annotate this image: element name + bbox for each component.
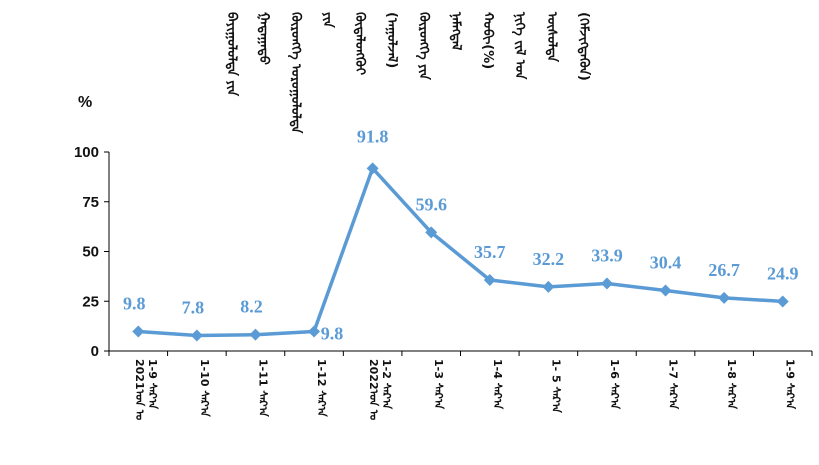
data-label: 59.6: [415, 194, 447, 214]
x-tick-label: 2021ᠣᠨ ᠤ: [133, 359, 146, 420]
data-label: 9.8: [321, 323, 344, 343]
data-label: 7.8: [182, 297, 205, 317]
y-tick-label: 75: [82, 194, 99, 211]
data-label: 33.9: [591, 246, 623, 266]
data-point-marker: [776, 295, 789, 308]
x-tick-label: 1-7 ᠰᠠᠷ᠎ᠠ: [667, 359, 680, 410]
chart-title-line: ᠬᠥᠷᠥᠩᠭᠡ ᠤᠷᠤᠭᠤᠯᠤᠯᠲᠠ: [288, 12, 304, 134]
chart-title-line: ᠭᠠᠳᠠᠭᠠᠳᠤ: [256, 12, 272, 65]
data-label: 91.8: [357, 126, 389, 146]
x-tick-label: 1-11 ᠰᠠᠷ᠎ᠠ: [256, 359, 269, 417]
x-tick-label: 1-9 ᠰᠠᠷ᠎ᠠ: [146, 359, 159, 410]
x-axis: 2021ᠣᠨ ᠤ 1-9 ᠰᠠᠷ᠎ᠠ 1-10 ᠰᠠᠷ᠎ᠠ 1-11 ᠰᠠᠷ᠎ᠠ 1-1…: [108, 350, 813, 420]
data-point-marker: [659, 284, 672, 297]
x-tick-label: 1- 5 ᠰᠠᠷ᠎ᠠ: [549, 359, 562, 414]
data-point-marker: [425, 226, 438, 239]
x-tick-label: 1-4 ᠰᠠᠷ᠎ᠠ: [491, 359, 504, 410]
data-point-marker: [308, 325, 321, 338]
x-tick-label: 1-10 ᠰᠠᠷ᠎ᠠ: [198, 359, 211, 417]
x-tick-label: 2022ᠣᠨ ᠤ: [367, 359, 380, 420]
chart-title-line: ᠨᠢᠭᠡ ᠵᠢᠯ ᠤᠨ: [512, 11, 528, 80]
data-label: 30.4: [650, 253, 682, 273]
y-tick-label: 0: [91, 343, 99, 360]
data-point-marker: [366, 162, 379, 175]
x-tick-label: 1-6 ᠰᠠᠷ᠎ᠠ: [608, 359, 621, 410]
chart-title-line: (ᠠᠭᠤᠯᠵᠠᠯ): [384, 12, 399, 68]
data-label: 32.2: [533, 249, 565, 269]
data-point-marker: [718, 291, 731, 304]
chart-title-line: ᠨᠡᠮᠡᠭᠳᠡᠯ: [448, 11, 463, 50]
data-point-marker: [542, 280, 555, 293]
data-label: 8.2: [240, 297, 263, 317]
chart-title: ᠪᠠᠶᠢᠭᠤᠯᠤᠯᠲᠠ ᠶᠢᠨ ᠭᠠᠳᠠᠭᠠᠳᠤ ᠬᠥᠷᠥᠩᠭᠡ ᠤᠷᠤᠭᠤᠯᠤᠯᠲ…: [224, 11, 592, 134]
chart-title-line: ᠶᠢᠨ: [320, 12, 336, 28]
chart-title-line: ᠪᠠᠶᠢᠭᠤᠯᠤᠯᠲᠠ ᠶᠢᠨ: [224, 12, 240, 96]
data-point-marker: [132, 325, 145, 338]
data-label-group: 9.8 7.8 8.2 9.8 91.8 59.6 35.7 32.2 33.9 30.4 26.7…: [123, 126, 798, 343]
x-tick-label: 1-3 ᠰᠠᠷ᠎ᠠ: [432, 359, 445, 410]
data-point-marker: [483, 273, 496, 286]
y-axis: 0 25 50 75 100: [74, 144, 110, 360]
chart-title-line: ᠥᠰᠦᠯᠲᠡ: [544, 11, 560, 62]
data-label: 35.7: [474, 242, 506, 262]
series-line-group: [132, 162, 789, 342]
x-tick-label: 1-9 ᠰᠠᠷ᠎ᠠ: [784, 359, 797, 410]
y-tick-label: 25: [82, 293, 99, 310]
chart-title-line: ᠬᠥᠷᠥᠩᠭᠡ ᠶᠢᠨ: [416, 12, 432, 80]
data-label: 24.9: [767, 263, 799, 283]
y-tick-label: 100: [74, 144, 99, 161]
data-point-marker: [249, 328, 262, 341]
chart-title-line: ᠬᠤᠪᠢ(%): [480, 12, 496, 69]
x-tick-label: 1-12 ᠰᠠᠷ᠎ᠠ: [315, 359, 328, 417]
data-label: 9.8: [123, 293, 146, 313]
y-tick-label: 50: [82, 244, 99, 261]
data-point-marker: [600, 277, 613, 290]
x-tick-label: 1-8 ᠰᠠᠷ᠎ᠠ: [725, 359, 738, 410]
chart-title-line: (ᠬᠡᠮᠵᠢᠭᠳᠡᠬᠦᠨ): [576, 12, 592, 81]
series-line: [138, 166, 783, 338]
y-axis-unit-label: %: [78, 94, 92, 111]
x-tick-label: 1-2 ᠰᠠᠷ᠎ᠠ: [380, 359, 393, 410]
data-label: 26.7: [708, 260, 740, 280]
chart-title-line: ᠬᠥᠳᠡᠯᠦᠩᠭᠦᠢ: [352, 12, 367, 75]
data-point-marker: [190, 329, 203, 342]
